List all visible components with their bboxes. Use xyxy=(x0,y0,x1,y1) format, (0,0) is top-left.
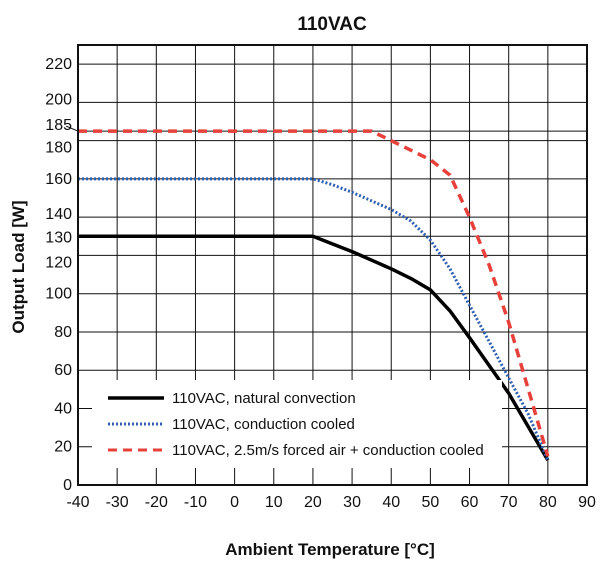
x-tick-label-10: 10 xyxy=(265,494,283,511)
y-tick-label-100: 100 xyxy=(45,286,72,303)
y-tick-label-185: 185 xyxy=(45,117,72,134)
x-tick-labels: -40 -30 -20 -10 0 10 20 30 40 50 60 70 80 90 xyxy=(66,494,596,511)
x-axis-label: Ambient Temperature [°C] xyxy=(225,540,435,559)
x-tick-label-30: -30 xyxy=(106,494,129,511)
y-185-leader-line xyxy=(65,125,79,132)
legend-label-110vac-conduction-cooled: 110VAC, conduction cooled xyxy=(172,416,355,433)
x-tick-label-70: 70 xyxy=(500,494,518,511)
y-tick-label-80: 80 xyxy=(54,324,72,341)
plot-frame xyxy=(77,44,588,486)
y-axis-label: Output Load [W] xyxy=(9,200,28,333)
x-tick-label-0: 0 xyxy=(230,494,239,511)
x-tick-label-80: 80 xyxy=(539,494,557,511)
x-tick-label-50: 50 xyxy=(421,494,439,511)
series-line-110vac-2-5m-s-forced-air-conduction-cooled xyxy=(78,129,550,457)
y-tick-label-220: 220 xyxy=(45,56,72,73)
y-tick-label-120: 120 xyxy=(45,254,72,271)
legend-label-110vac-natural-convection: 110VAC, natural convection xyxy=(172,390,356,407)
legend-label-110vac-2-5m-s-forced-air-conduction-cooled: 110VAC, 2.5m/s forced air + conduction c… xyxy=(172,442,484,459)
x-tick-label-20: -20 xyxy=(145,494,168,511)
x-tick-label-30: 30 xyxy=(343,494,361,511)
x-tick-label-10: -10 xyxy=(184,494,207,511)
y-tick-label-180: 180 xyxy=(45,140,72,157)
y-tick-label-160: 160 xyxy=(45,171,72,188)
y-tick-label-0: 0 xyxy=(63,477,72,494)
y-tick-label-140: 140 xyxy=(45,206,72,223)
y-tick-label-130: 130 xyxy=(45,229,72,246)
x-tick-label-20: 20 xyxy=(304,494,322,511)
y-tick-label-20: 20 xyxy=(54,439,72,456)
y-tick-label-60: 60 xyxy=(54,362,72,379)
x-tick-label-40: -40 xyxy=(66,494,89,511)
x-tick-label-60: 60 xyxy=(461,494,479,511)
y-tick-label-40: 40 xyxy=(54,400,72,417)
x-tick-label-40: 40 xyxy=(382,494,400,511)
series-lines xyxy=(78,129,550,461)
series-line-110vac-natural-convection xyxy=(78,234,550,461)
chart-title: 110VAC xyxy=(297,14,367,35)
legend: 110VAC, natural convection 110VAC, conduc… xyxy=(108,390,484,459)
x-tick-label-90: 90 xyxy=(578,494,596,511)
y-tick-label-200: 200 xyxy=(45,91,72,108)
y-tick-labels: 0 20 40 60 80 100 120 130 140 160 180 185 200 220 xyxy=(45,56,72,494)
series-line-110vac-conduction-cooled xyxy=(78,177,550,461)
